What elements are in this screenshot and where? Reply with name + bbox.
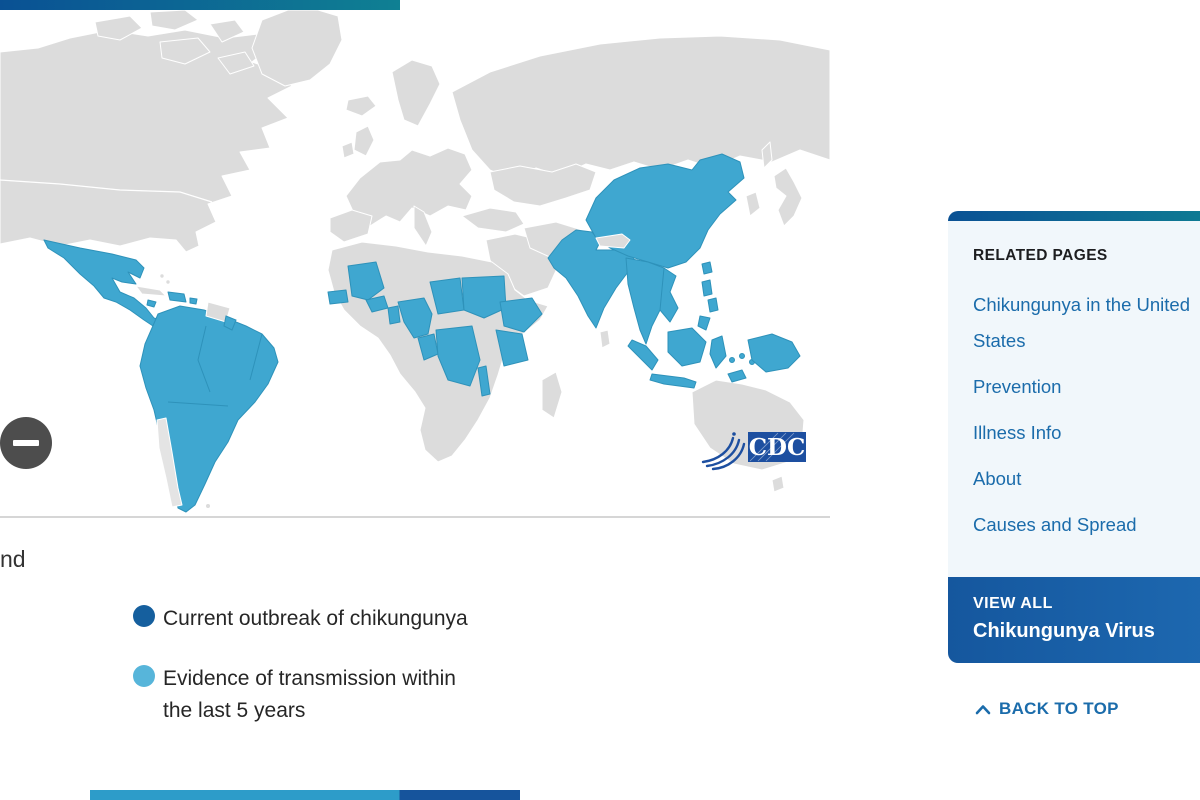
related-pages-heading: RELATED PAGES [973,247,1108,264]
legend-heading-fragment: nd [0,546,26,572]
map-bottom-divider [0,516,830,518]
zoom-out-button[interactable] [0,417,52,469]
map-french-guiana [223,315,237,331]
view-all-panel[interactable]: VIEW ALL Chikungunya Virus [948,577,1200,663]
chevron-up-icon [975,704,991,714]
legend-label: Evidence of transmission within the last… [163,663,456,727]
legend-label-line1: Evidence of transmission within [163,667,456,690]
top-accent-bar [0,0,400,10]
legend-dot-light-blue [133,665,155,687]
legend-label-line2: the last 5 years [163,699,306,722]
legend-label: Current outbreak of chikungunya [163,607,468,630]
related-pages-body: RELATED PAGES Chikungunya in the United … [948,221,1200,577]
map-land-gray-overlays [156,233,631,508]
map-internal-borders [0,179,665,407]
related-pages-card: RELATED PAGES Chikungunya in the United … [948,211,1200,663]
sidebar-link-chikungunya-in-us[interactable]: Chikungunya in the United States [973,294,1191,351]
back-to-top-link[interactable]: BACK TO TOP [975,699,1119,719]
sidebar-link-causes-and-spread[interactable]: Causes and Spread [973,514,1137,535]
legend-item-evidence-transmission: Evidence of transmission within the last… [133,663,456,727]
back-to-top-label: BACK TO TOP [999,699,1119,718]
hhs-logo-icon [701,432,746,471]
sidebar-link-prevention[interactable]: Prevention [973,376,1062,397]
sidebar-link-about[interactable]: About [973,468,1022,489]
cdc-logo-text: CDC [749,434,806,461]
view-all-eyebrow: VIEW ALL [973,595,1053,612]
legend-dot-dark-blue [133,605,155,627]
minus-icon [13,440,39,446]
legend-item-current-outbreak: Current outbreak of chikungunya [133,603,468,635]
cdc-logo-box: CDC [748,432,806,462]
bottom-accent-bar [90,790,520,800]
view-all-label: Chikungunya Virus [973,620,1155,642]
cdc-logo: CDC [701,432,806,471]
sidebar-link-illness-info[interactable]: Illness Info [973,422,1062,443]
related-pages-accent-bar [948,211,1200,221]
world-map[interactable]: CDC [0,10,830,517]
